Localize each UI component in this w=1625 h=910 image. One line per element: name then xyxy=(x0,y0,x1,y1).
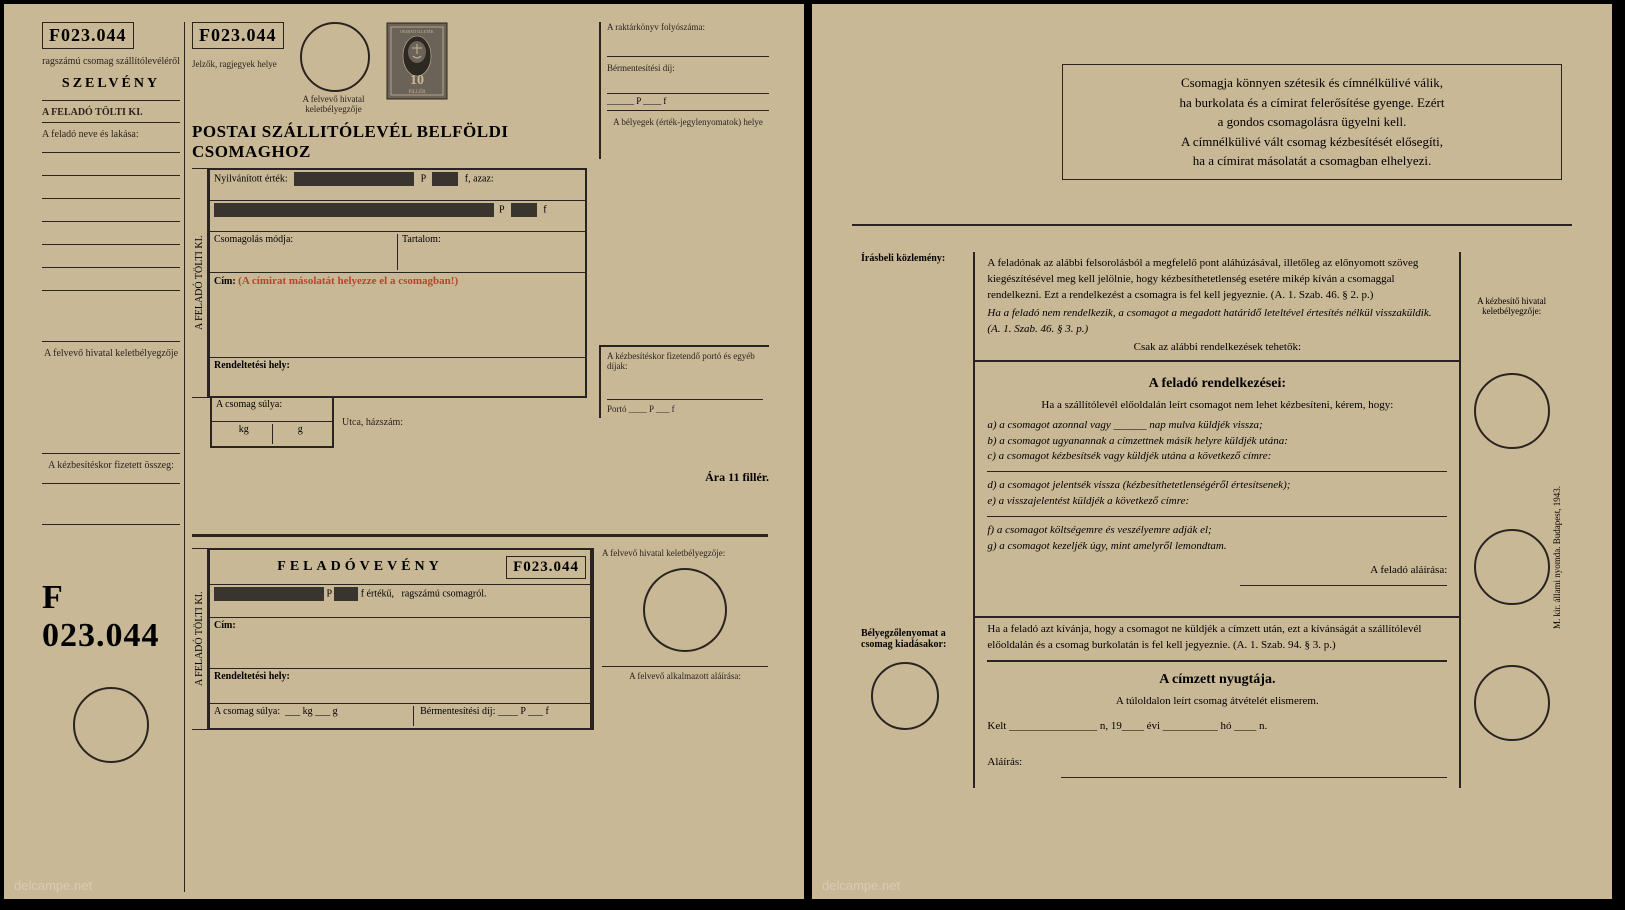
receipt-value: f értékű, xyxy=(361,588,394,599)
porto: Portó xyxy=(607,404,627,414)
main-stamp-circle-top xyxy=(300,22,370,92)
right-column: A raktárkönyv folyószáma: Bérmentesítési… xyxy=(599,22,769,485)
opt-d: d) a csomagot jelentsék vissza (kézbesít… xyxy=(987,478,1447,494)
front-page: F023.044 ragszámú csomag szállítólevélér… xyxy=(4,4,804,899)
p2: P xyxy=(499,204,504,215)
intro-only: Csak az alábbi rendelkezések tehetők: xyxy=(987,340,1447,356)
svg-text:FILLÉR: FILLÉR xyxy=(408,89,426,95)
deliv-office: A kézbesítő hivatal keletbélyegzője: xyxy=(1460,252,1562,360)
red-note: (A címirat másolatát helyezze el a csoma… xyxy=(238,275,458,287)
intro: A feladónak az alábbi felsorolásból a me… xyxy=(987,256,1447,304)
h-divider xyxy=(192,534,768,537)
postmark-circle xyxy=(871,662,939,730)
stub-fill-note: A FELADÓ TÖLTI KI. xyxy=(42,107,180,118)
receipt-sign: A felvevő alkalmazott aláírása: xyxy=(602,671,768,681)
stub-separator xyxy=(184,22,185,892)
g: g xyxy=(298,424,303,435)
r3: A bélyegek (érték-jegylenyomatok) helye xyxy=(607,117,769,159)
opt-g: g) a csomagot kezeljék úgy, mint amelyrő… xyxy=(987,539,1447,555)
stickers-label: Jelzők, ragjegyek helye xyxy=(192,59,284,69)
sender-h: A feladó rendelkezései: xyxy=(987,376,1447,392)
big-serial: F 023.044 xyxy=(42,579,180,655)
kelt: Kelt xyxy=(987,720,1006,732)
receipt-title: FELADÓVEVÉNY xyxy=(214,559,506,575)
notice-l5: ha a címirat másolatát a csomagban elhel… xyxy=(1077,151,1547,171)
r2: Bérmentesítési díj: xyxy=(607,63,769,91)
declared-label: Nyilvánított érték: xyxy=(214,173,288,184)
stub-sender-label: A feladó neve és lakása: xyxy=(42,129,180,140)
intro-it: Ha a feladó nem rendelkezik, a csomagot … xyxy=(987,306,1447,338)
svg-text:OKIRATI ILLETÉK: OKIRATI ILLETÉK xyxy=(400,29,434,34)
dest-label: Rendeltetési hely: xyxy=(214,360,290,371)
receipt-weight: A csomag súlya: xyxy=(214,706,280,717)
main-panel: F023.044 Jelzők, ragjegyek helye A felve… xyxy=(192,22,587,448)
notice-l3: a gondos csomagolásra ügyelni kell. xyxy=(1077,112,1547,132)
vert-fill-label: A FELADÓ TÖLTI KI. xyxy=(192,168,208,398)
watermark-left: delcampe.net xyxy=(14,878,92,893)
f2: f xyxy=(543,204,546,215)
back-circle-2 xyxy=(1474,529,1550,605)
receipt-h: A címzett nyugtája. xyxy=(987,672,1447,688)
opt-f: f) a csomagot költségemre és veszélyemre… xyxy=(987,523,1447,539)
opt-e: e) a visszajelentést küldjék a következő… xyxy=(987,494,1447,510)
main-form-box: Nyilvánított érték: P f, azaz: P f Csoma… xyxy=(208,168,587,398)
street-label: Utca, házszám: xyxy=(342,417,403,428)
back-circle-1 xyxy=(1474,373,1550,449)
postmark-label: Bélyegzőlenyomat a csomag kiadásakor: xyxy=(861,628,946,650)
r1: A raktárkönyv folyószáma: xyxy=(607,22,769,52)
receipt-vert: A FELADÓ TÖLTI KI. xyxy=(192,548,208,730)
kg: kg xyxy=(239,424,249,435)
revenue-stamp-icon: 10 FILLÉR OKIRATI ILLETÉK xyxy=(386,22,448,100)
serial-box-stub: F023.044 xyxy=(42,22,134,49)
left-stub: F023.044 ragszámú csomag szállítólevélér… xyxy=(42,22,180,887)
irasbeli: Írásbeli közlemény: xyxy=(860,252,974,360)
stub-sub: ragszámú csomag szállítólevéléről xyxy=(42,55,180,68)
notice-l1: Csomagja könnyen szétesik és címnélküliv… xyxy=(1077,73,1547,93)
opt-b: b) a csomagot ugyanannak a címzettnek má… xyxy=(987,434,1447,450)
main-office-label: A felvevő hivatal keletbélyegzője xyxy=(294,94,374,114)
f-azaz: f, azaz: xyxy=(465,173,494,184)
contents: Tartalom: xyxy=(402,234,441,245)
receipt-fee: Bérmentesítési díj: xyxy=(420,706,495,717)
back-circle-3 xyxy=(1474,665,1550,741)
watermark-right: delcampe.net xyxy=(822,878,900,893)
stub-stamp-circle xyxy=(73,687,149,763)
back-page: Csomagja könnyen szétesik és címnélküliv… xyxy=(812,4,1612,899)
receipt-ragszam: ragszámú csomagról. xyxy=(402,588,487,599)
back-top-rule xyxy=(852,224,1572,226)
imprint: M. kir. állami nyomda. Budapest, 1943. xyxy=(1552,486,1562,629)
receipt-dest: Rendeltetési hely: xyxy=(214,671,290,682)
notice-box: Csomagja könnyen szétesik és címnélküliv… xyxy=(1062,64,1562,180)
notice-l2: ha burkolata és a címirat felerősítése g… xyxy=(1077,93,1547,113)
stub-paid: A kézbesítéskor fizetett összeg: xyxy=(42,460,180,471)
alairas: Aláírás: xyxy=(987,756,1022,768)
back-main-table: Írásbeli közlemény: A feladónak az alább… xyxy=(860,252,1562,788)
note2: Ha a feladó azt kívánja, hogy a csomagot… xyxy=(987,622,1447,654)
receipt-cim: Cím: xyxy=(214,620,236,631)
opt-a: a) a csomagot azonnal vagy ______ nap mu… xyxy=(987,418,1447,434)
pack-mode: Csomagolás módja: xyxy=(214,234,293,245)
receipt-stamp-circle xyxy=(643,568,727,652)
date-parts: n, 19____ évi __________ hó ____ n. xyxy=(1100,720,1267,732)
stub-office: A felvevő hivatal keletbélyegzője xyxy=(42,348,180,359)
serial-box-main: F023.044 xyxy=(192,22,284,49)
p1: P xyxy=(421,173,426,184)
cim-label: Cím: xyxy=(214,276,236,287)
receipt-serial: F023.044 xyxy=(506,556,586,579)
receipt-text: A túloldalon leírt csomag átvételét elis… xyxy=(987,694,1447,710)
sender-sig: A feladó aláírása: xyxy=(987,563,1447,579)
form-title: POSTAI SZÁLLITÓLEVÉL BELFÖLDI CSOMAGHOZ xyxy=(192,122,587,162)
sender-lead: Ha a szállítólevél előoldalán leírt csom… xyxy=(987,398,1447,414)
notice-l4: A címnélkülivé vált csomag kézbesítését … xyxy=(1077,132,1547,152)
receipt-recv: A felvevő hivatal keletbélyegzője: xyxy=(602,548,768,558)
weight-label: A csomag súlya: xyxy=(216,399,282,410)
price-label: Ára 11 fillér. xyxy=(599,470,769,485)
stub-title: SZELVÉNY xyxy=(42,76,180,92)
r4: A kézbesítéskor fizetendő portó és egyéb… xyxy=(607,351,763,371)
receipt-panel: A FELADÓ TÖLTI KI. FELADÓVEVÉNY F023.044… xyxy=(192,548,768,730)
opt-c: c) a csomagot kézbesítsék vagy küldjék u… xyxy=(987,449,1447,465)
svg-text:10: 10 xyxy=(410,73,424,88)
